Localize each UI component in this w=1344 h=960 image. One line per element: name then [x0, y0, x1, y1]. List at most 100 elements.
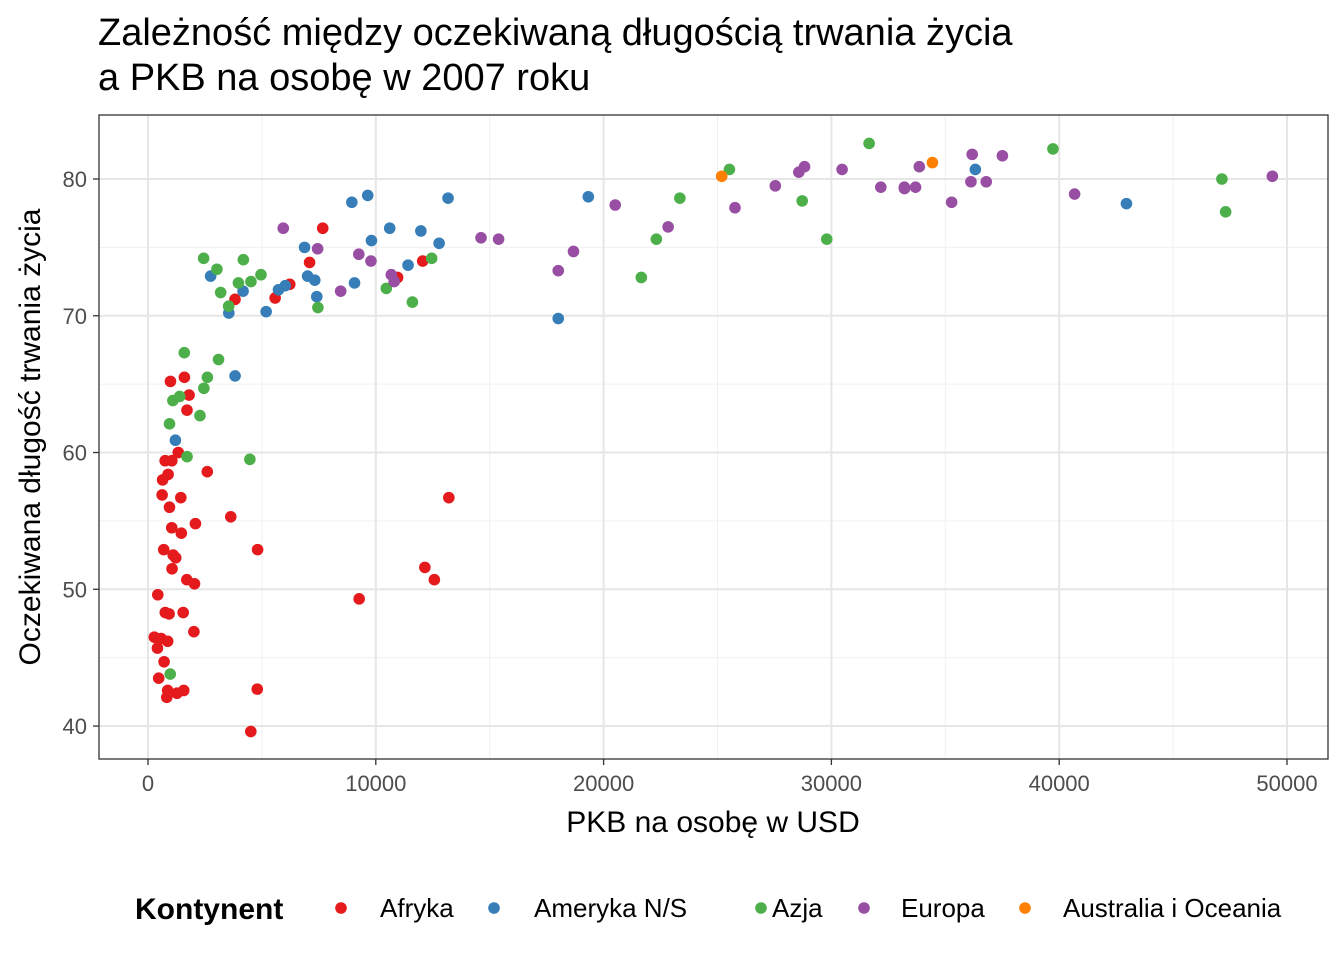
legend-label: Australia i Oceania: [1063, 893, 1282, 923]
data-point: [156, 489, 168, 501]
chart-title-line-1: Zależność między oczekiwaną długością tr…: [98, 12, 1013, 54]
plot-panel-border: [98, 114, 1329, 760]
y-tick-label: 80: [63, 167, 87, 192]
data-point: [567, 245, 580, 258]
data-point: [151, 588, 164, 601]
x-tick-label: 30000: [801, 771, 862, 796]
data-point: [198, 382, 210, 395]
data-point: [181, 573, 193, 586]
data-point: [945, 196, 958, 209]
data-point: [662, 221, 674, 233]
data-point: [163, 501, 176, 514]
data-point: [308, 274, 321, 287]
data-point: [188, 625, 200, 638]
data-point: [365, 234, 378, 247]
legend-title: Kontynent: [135, 893, 283, 926]
y-tick-label: 50: [63, 577, 87, 602]
data-point: [433, 237, 445, 250]
y-tick-label: 70: [63, 304, 87, 329]
data-point: [162, 468, 174, 481]
data-point: [166, 562, 178, 575]
data-point: [406, 296, 419, 308]
data-point: [298, 241, 311, 254]
data-point: [361, 189, 374, 202]
legend-label: Europa: [901, 893, 985, 923]
data-point: [178, 371, 191, 384]
data-point: [965, 175, 977, 188]
data-point: [171, 687, 183, 700]
data-point: [310, 290, 323, 303]
data-point: [1068, 188, 1081, 200]
data-point: [251, 543, 264, 556]
data-point: [552, 264, 565, 277]
data-point: [1216, 173, 1228, 185]
data-point: [164, 668, 177, 680]
legend-key: [1019, 902, 1031, 914]
data-point: [311, 242, 324, 255]
data-point: [769, 180, 782, 192]
data-point: [222, 300, 235, 312]
data-point: [635, 271, 648, 284]
data-point: [167, 394, 179, 407]
data-point: [798, 160, 811, 173]
data-point: [175, 491, 187, 504]
data-point: [214, 286, 227, 299]
data-point: [380, 282, 393, 295]
data-point: [237, 253, 250, 266]
data-point: [425, 252, 438, 265]
data-point: [163, 418, 176, 430]
y-tick-label: 60: [63, 441, 87, 466]
data-point: [723, 163, 736, 176]
legend-key: [335, 902, 347, 914]
data-point: [260, 305, 272, 318]
data-point: [232, 277, 245, 289]
data-point: [169, 434, 182, 447]
legend-key: [858, 902, 870, 914]
data-point: [415, 225, 427, 237]
data-point: [229, 370, 241, 382]
x-tick-label: 50000: [1256, 771, 1317, 796]
data-point: [316, 222, 329, 235]
x-tick-label: 0: [142, 771, 154, 796]
data-point: [1120, 197, 1133, 210]
data-point: [277, 222, 290, 235]
gridlines: [99, 115, 1328, 759]
data-point: [158, 655, 170, 668]
x-tick-label: 40000: [1029, 771, 1090, 796]
data-point: [194, 409, 206, 422]
data-point: [388, 275, 401, 288]
x-tick-label: 10000: [345, 771, 406, 796]
data-point: [836, 163, 848, 176]
data-point: [674, 192, 686, 204]
data-point: [251, 683, 264, 695]
data-point: [201, 465, 214, 478]
data-point: [201, 371, 214, 384]
legend-label: Afryka: [380, 893, 454, 923]
data-point: [820, 233, 833, 245]
data-point: [346, 196, 358, 209]
data-point: [428, 573, 441, 586]
data-point: [161, 684, 174, 697]
data-point: [966, 148, 979, 161]
data-point: [167, 549, 180, 561]
legend-label: Azja: [772, 893, 823, 923]
data-point: [863, 137, 875, 150]
data-point: [402, 259, 414, 271]
legend-label: Ameryka N/S: [534, 893, 687, 923]
data-point: [475, 232, 487, 244]
data-point: [163, 608, 175, 620]
data-point: [172, 446, 185, 459]
data-point: [157, 543, 170, 556]
data-point: [353, 593, 365, 605]
data-point: [244, 453, 256, 466]
data-point: [211, 263, 223, 276]
data-point: [609, 199, 622, 211]
data-point: [383, 222, 396, 235]
data-point: [272, 283, 285, 296]
data-point: [161, 635, 174, 648]
data-point: [245, 725, 257, 738]
data-point: [183, 389, 195, 401]
data-point: [177, 606, 189, 619]
data-point: [443, 491, 455, 504]
